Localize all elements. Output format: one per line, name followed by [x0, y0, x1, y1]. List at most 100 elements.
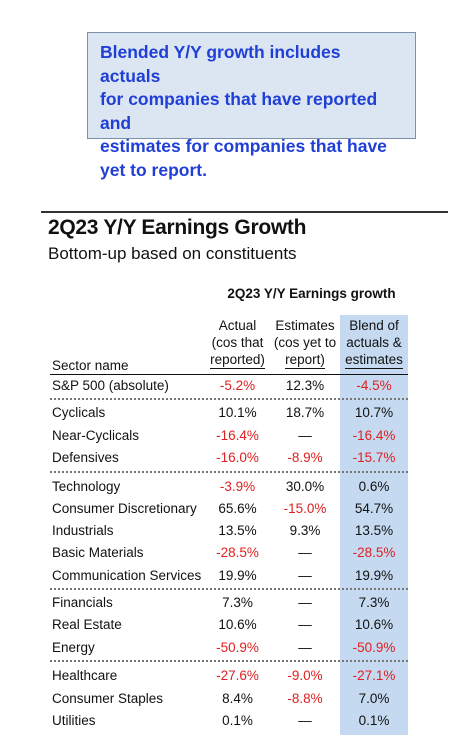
actual-cell: 10.1% [218, 405, 257, 420]
group-separator [50, 471, 408, 473]
header-actual-line: reported) [210, 352, 265, 369]
estimates-cell: -9.0% [287, 668, 323, 683]
blend-cell: 10.6% [354, 617, 394, 632]
page-subtitle: Bottom-up based on constituents [48, 244, 297, 263]
header-underline [50, 374, 408, 375]
blend-cell: 7.0% [358, 691, 390, 706]
header-sector-name: Sector name [52, 358, 129, 373]
blend-cell: 0.6% [358, 479, 390, 494]
table-row: Real Estate 10.6% — 10.6% [0, 614, 453, 636]
sector-name-cell: Consumer Discretionary [52, 501, 197, 516]
table-row: Financials 7.3% — 7.3% [0, 592, 453, 614]
sector-name-cell: Industrials [52, 523, 114, 538]
table-row: Consumer Discretionary 65.6% -15.0% 54.7% [0, 498, 453, 520]
actual-cell: 8.4% [222, 691, 253, 706]
actual-cell: -27.6% [216, 668, 259, 683]
table-group-title: 2Q23 Y/Y Earnings growth [227, 286, 396, 301]
table-row: Near-Cyclicals -16.4% — -16.4% [0, 425, 453, 447]
estimates-cell: — [298, 713, 312, 728]
blend-cell: -50.9% [352, 640, 396, 655]
header-actual-line: (cos that [211, 335, 264, 350]
table-row: Industrials 13.5% 9.3% 13.5% [0, 520, 453, 542]
actual-cell: -50.9% [216, 640, 259, 655]
blend-cell: -4.5% [356, 378, 392, 393]
actual-cell: -5.2% [219, 378, 256, 393]
table-row: Energy -50.9% — -50.9% [0, 637, 453, 659]
header-estimates-line: (cos yet to [273, 335, 337, 350]
estimates-cell: 18.7% [285, 405, 325, 420]
actual-cell: -16.0% [216, 450, 259, 465]
sector-name-cell: Real Estate [52, 617, 122, 632]
blend-cell: 10.7% [354, 405, 394, 420]
actual-cell: 10.6% [218, 617, 257, 632]
sector-name-cell: Cyclicals [52, 405, 106, 420]
table-row: Cyclicals 10.1% 18.7% 10.7% [0, 402, 453, 424]
estimates-cell: — [298, 568, 312, 583]
header-blend-line: estimates [345, 352, 403, 369]
sector-name-cell: Technology [52, 479, 121, 494]
estimates-cell: -8.8% [287, 691, 323, 706]
actual-cell: -3.9% [219, 479, 256, 494]
sector-name-cell: S&P 500 (absolute) [52, 378, 169, 393]
sector-name-cell: Energy [52, 640, 95, 655]
blend-cell: 19.9% [354, 568, 394, 583]
blend-cell: -27.1% [352, 668, 396, 683]
table-group-title-wrap: 2Q23 Y/Y Earnings growth [0, 286, 413, 301]
header-blend-line: actuals & [346, 335, 402, 350]
actual-cell: 13.5% [218, 523, 257, 538]
table-row: S&P 500 (absolute) -5.2% 12.3% -4.5% [0, 375, 453, 397]
estimates-cell: — [298, 640, 312, 655]
header-blend-line: Blend of [349, 318, 399, 333]
note-line: yet to report. [100, 159, 207, 180]
blend-column-highlight [340, 315, 408, 735]
blend-cell: -16.4% [352, 428, 396, 443]
blend-cell: -28.5% [352, 545, 396, 560]
estimates-cell: -15.0% [283, 501, 327, 516]
title-rule [41, 211, 448, 213]
sector-name-cell: Healthcare [52, 668, 118, 683]
estimates-cell: — [298, 617, 312, 632]
blend-cell: 0.1% [358, 713, 390, 728]
table-row: Utilities 0.1% — 0.1% [0, 710, 453, 732]
header-estimates-line: Estimates [275, 318, 335, 333]
blended-growth-note: Blended Y/Y growth includes actuals for … [87, 32, 416, 180]
blend-cell: 7.3% [358, 595, 390, 610]
estimates-cell: -8.9% [287, 450, 323, 465]
estimates-cell: 12.3% [285, 378, 325, 393]
table-row: Basic Materials -28.5% — -28.5% [0, 542, 453, 564]
group-separator [50, 398, 408, 400]
actual-cell: 0.1% [222, 713, 253, 728]
table-row: Healthcare -27.6% -9.0% -27.1% [0, 665, 453, 687]
group-separator [50, 588, 408, 590]
estimates-cell: — [298, 545, 312, 560]
table-row: Technology -3.9% 30.0% 0.6% [0, 476, 453, 498]
note-line: estimates for companies that have [100, 136, 387, 156]
estimates-cell: — [298, 428, 312, 443]
estimates-cell: 30.0% [285, 479, 325, 494]
note-line: Blended Y/Y growth includes actuals [100, 42, 341, 86]
table-row: Defensives -16.0% -8.9% -15.7% [0, 447, 453, 469]
actual-cell: 65.6% [218, 501, 257, 516]
sector-name-cell: Communication Services [52, 568, 202, 583]
actual-cell: -28.5% [216, 545, 259, 560]
header-estimates-line: report) [285, 352, 325, 369]
estimates-cell: 9.3% [289, 523, 321, 538]
actual-cell: -16.4% [216, 428, 259, 443]
sector-name-cell: Near-Cyclicals [52, 428, 140, 443]
table-row: Consumer Staples 8.4% -8.8% 7.0% [0, 688, 453, 710]
table-row: Communication Services 19.9% — 19.9% [0, 565, 453, 587]
blend-cell: -15.7% [352, 450, 396, 465]
group-separator [50, 660, 408, 662]
sector-name-cell: Utilities [52, 713, 96, 728]
actual-cell: 19.9% [218, 568, 257, 583]
note-line: for companies that have reported and [100, 89, 378, 133]
header-estimates: Estimates (cos yet to report) [272, 317, 338, 369]
blend-cell: 54.7% [354, 501, 394, 516]
sector-name-cell: Defensives [52, 450, 119, 465]
page-title: 2Q23 Y/Y Earnings Growth [48, 216, 307, 239]
estimates-cell: — [298, 595, 312, 610]
sector-name-cell: Consumer Staples [52, 691, 164, 706]
blend-cell: 13.5% [354, 523, 394, 538]
header-actual-line: Actual [218, 318, 257, 333]
header-actual: Actual (cos that reported) [204, 317, 271, 369]
